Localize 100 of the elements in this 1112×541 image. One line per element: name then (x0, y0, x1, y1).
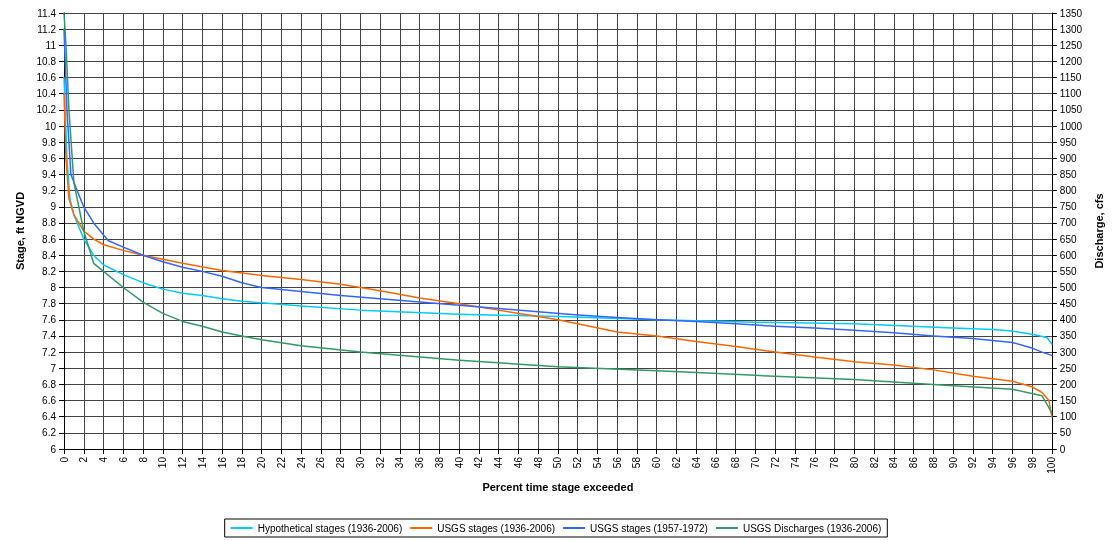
y2-axis-title: Discharge, cfs (1092, 193, 1105, 269)
y2-tick-label: 150 (1059, 395, 1077, 407)
y-tick-label: 8.8 (42, 217, 57, 229)
x-tick-label: 58 (631, 456, 643, 469)
x-tick-label: 86 (908, 456, 920, 469)
x-tick-label: 54 (591, 456, 603, 469)
x-tick-label: 64 (690, 456, 702, 469)
x-tick-label: 84 (888, 456, 900, 469)
y-tick-label: 9.2 (42, 185, 57, 197)
y-tick-label: 11.4 (37, 7, 57, 19)
y-axis-title: Stage, ft NGVD (14, 191, 27, 271)
x-tick-label: 6 (117, 456, 129, 463)
y2-tick-label: 750 (1059, 201, 1077, 213)
x-tick-label: 46 (512, 456, 524, 469)
y-tick-label: 9 (50, 201, 57, 213)
y2-tick-label: 900 (1059, 152, 1077, 164)
y-tick-label: 10.8 (36, 55, 57, 67)
x-tick-label: 22 (275, 456, 287, 469)
y-tick-label: 10 (44, 120, 57, 132)
x-tick-label: 76 (809, 456, 821, 469)
x-tick-label: 44 (493, 456, 505, 469)
line-series (63, 12, 1053, 414)
x-tick-label: 100 (1046, 456, 1058, 474)
y-tick-label: 6 (50, 443, 57, 455)
x-tick-label: 60 (651, 456, 663, 469)
x-tick-label: 88 (927, 456, 939, 469)
y2-tick-label: 800 (1059, 185, 1077, 197)
x-tick-label: 8 (137, 456, 149, 463)
y-tick-label: 6.6 (42, 395, 57, 407)
legend-label: USGS stages (1936-2006) (437, 522, 556, 534)
y-tick-label: 8.4 (42, 249, 57, 261)
y2-tick-label: 550 (1059, 265, 1077, 277)
y-tick-label: 10.2 (36, 104, 57, 116)
x-tick-label: 66 (710, 456, 722, 469)
x-tick-label: 62 (670, 456, 682, 469)
y2-tick-label: 1350 (1059, 7, 1083, 19)
y-tick-label: 8.2 (42, 265, 57, 277)
line-series (63, 76, 1053, 345)
x-tick-label: 82 (868, 456, 880, 469)
y2-tick-label: 250 (1059, 362, 1077, 374)
x-tick-label: 28 (335, 456, 347, 469)
x-tick-label: 98 (1026, 456, 1038, 469)
line-series (63, 92, 1053, 418)
y2-tick-label: 50 (1059, 427, 1072, 439)
x-tick-label: 30 (354, 456, 366, 469)
x-tick-label: 38 (433, 456, 445, 469)
x-tick-label: 18 (236, 456, 248, 469)
y-tick-label: 7.8 (42, 298, 57, 310)
x-tick-label: 94 (987, 456, 999, 469)
y2-tick-label: 1300 (1059, 23, 1083, 35)
y-tick-label: 6.8 (42, 378, 57, 390)
y2-tick-label: 200 (1059, 378, 1077, 390)
x-tick-label: 36 (414, 456, 426, 469)
y2-tick-label: 450 (1059, 298, 1077, 310)
x-tick-label: 24 (295, 456, 307, 469)
y2-tick-label: 700 (1059, 217, 1077, 229)
x-tick-label: 48 (532, 456, 544, 469)
y-tick-label: 10.6 (36, 72, 57, 84)
x-tick-label: 50 (552, 456, 564, 469)
x-tick-label: 26 (315, 456, 327, 469)
y-tick-label: 7.2 (42, 346, 57, 358)
legend-label: USGS stages (1957-1972) (590, 522, 708, 534)
x-axis-title: Percent time stage exceeded (482, 481, 634, 494)
x-tick-label: 2 (78, 456, 90, 463)
y2-tick-label: 600 (1059, 249, 1077, 261)
y-tick-label: 6.2 (42, 427, 57, 439)
y-tick-label: 11 (45, 39, 57, 51)
legend-label: USGS Discharges (1936-2006) (742, 522, 882, 534)
y2-tick-label: 650 (1059, 233, 1077, 245)
x-tick-label: 56 (611, 456, 623, 469)
y2-tick-label: 1250 (1059, 39, 1083, 51)
y-tick-label: 7.6 (42, 314, 57, 326)
y-tick-label: 9.6 (42, 152, 57, 164)
y2-tick-label: 300 (1059, 346, 1077, 358)
y2-tick-label: 1200 (1059, 55, 1083, 67)
x-tick-label: 42 (473, 456, 485, 469)
x-tick-label: 20 (256, 456, 268, 469)
x-tick-label: 0 (58, 456, 70, 463)
y-tick-label: 10.4 (36, 88, 57, 100)
x-tick-label: 70 (750, 456, 761, 469)
x-tick-label: 12 (177, 456, 189, 469)
y-tick-label: 6.4 (42, 411, 57, 423)
y2-tick-label: 850 (1059, 168, 1077, 180)
y2-tick-label: 0 (1059, 443, 1066, 455)
y2-tick-label: 1050 (1059, 104, 1083, 116)
y-tick-label: 8.6 (42, 233, 57, 245)
y2-tick-label: 350 (1059, 330, 1077, 342)
y2-tick-label: 1150 (1059, 72, 1082, 84)
y2-tick-label: 400 (1059, 314, 1077, 326)
y-tick-label: 9.8 (42, 136, 57, 148)
x-tick-label: 14 (196, 456, 208, 469)
x-tick-label: 16 (216, 456, 228, 469)
x-tick-label: 78 (829, 456, 841, 469)
x-tick-label: 92 (967, 456, 979, 469)
x-tick-label: 96 (1006, 456, 1018, 469)
y-tick-label: 9.4 (42, 168, 57, 180)
y2-tick-label: 950 (1059, 136, 1077, 148)
x-tick-label: 40 (453, 456, 465, 469)
x-tick-label: 32 (374, 456, 386, 469)
x-tick-label: 72 (769, 456, 781, 469)
